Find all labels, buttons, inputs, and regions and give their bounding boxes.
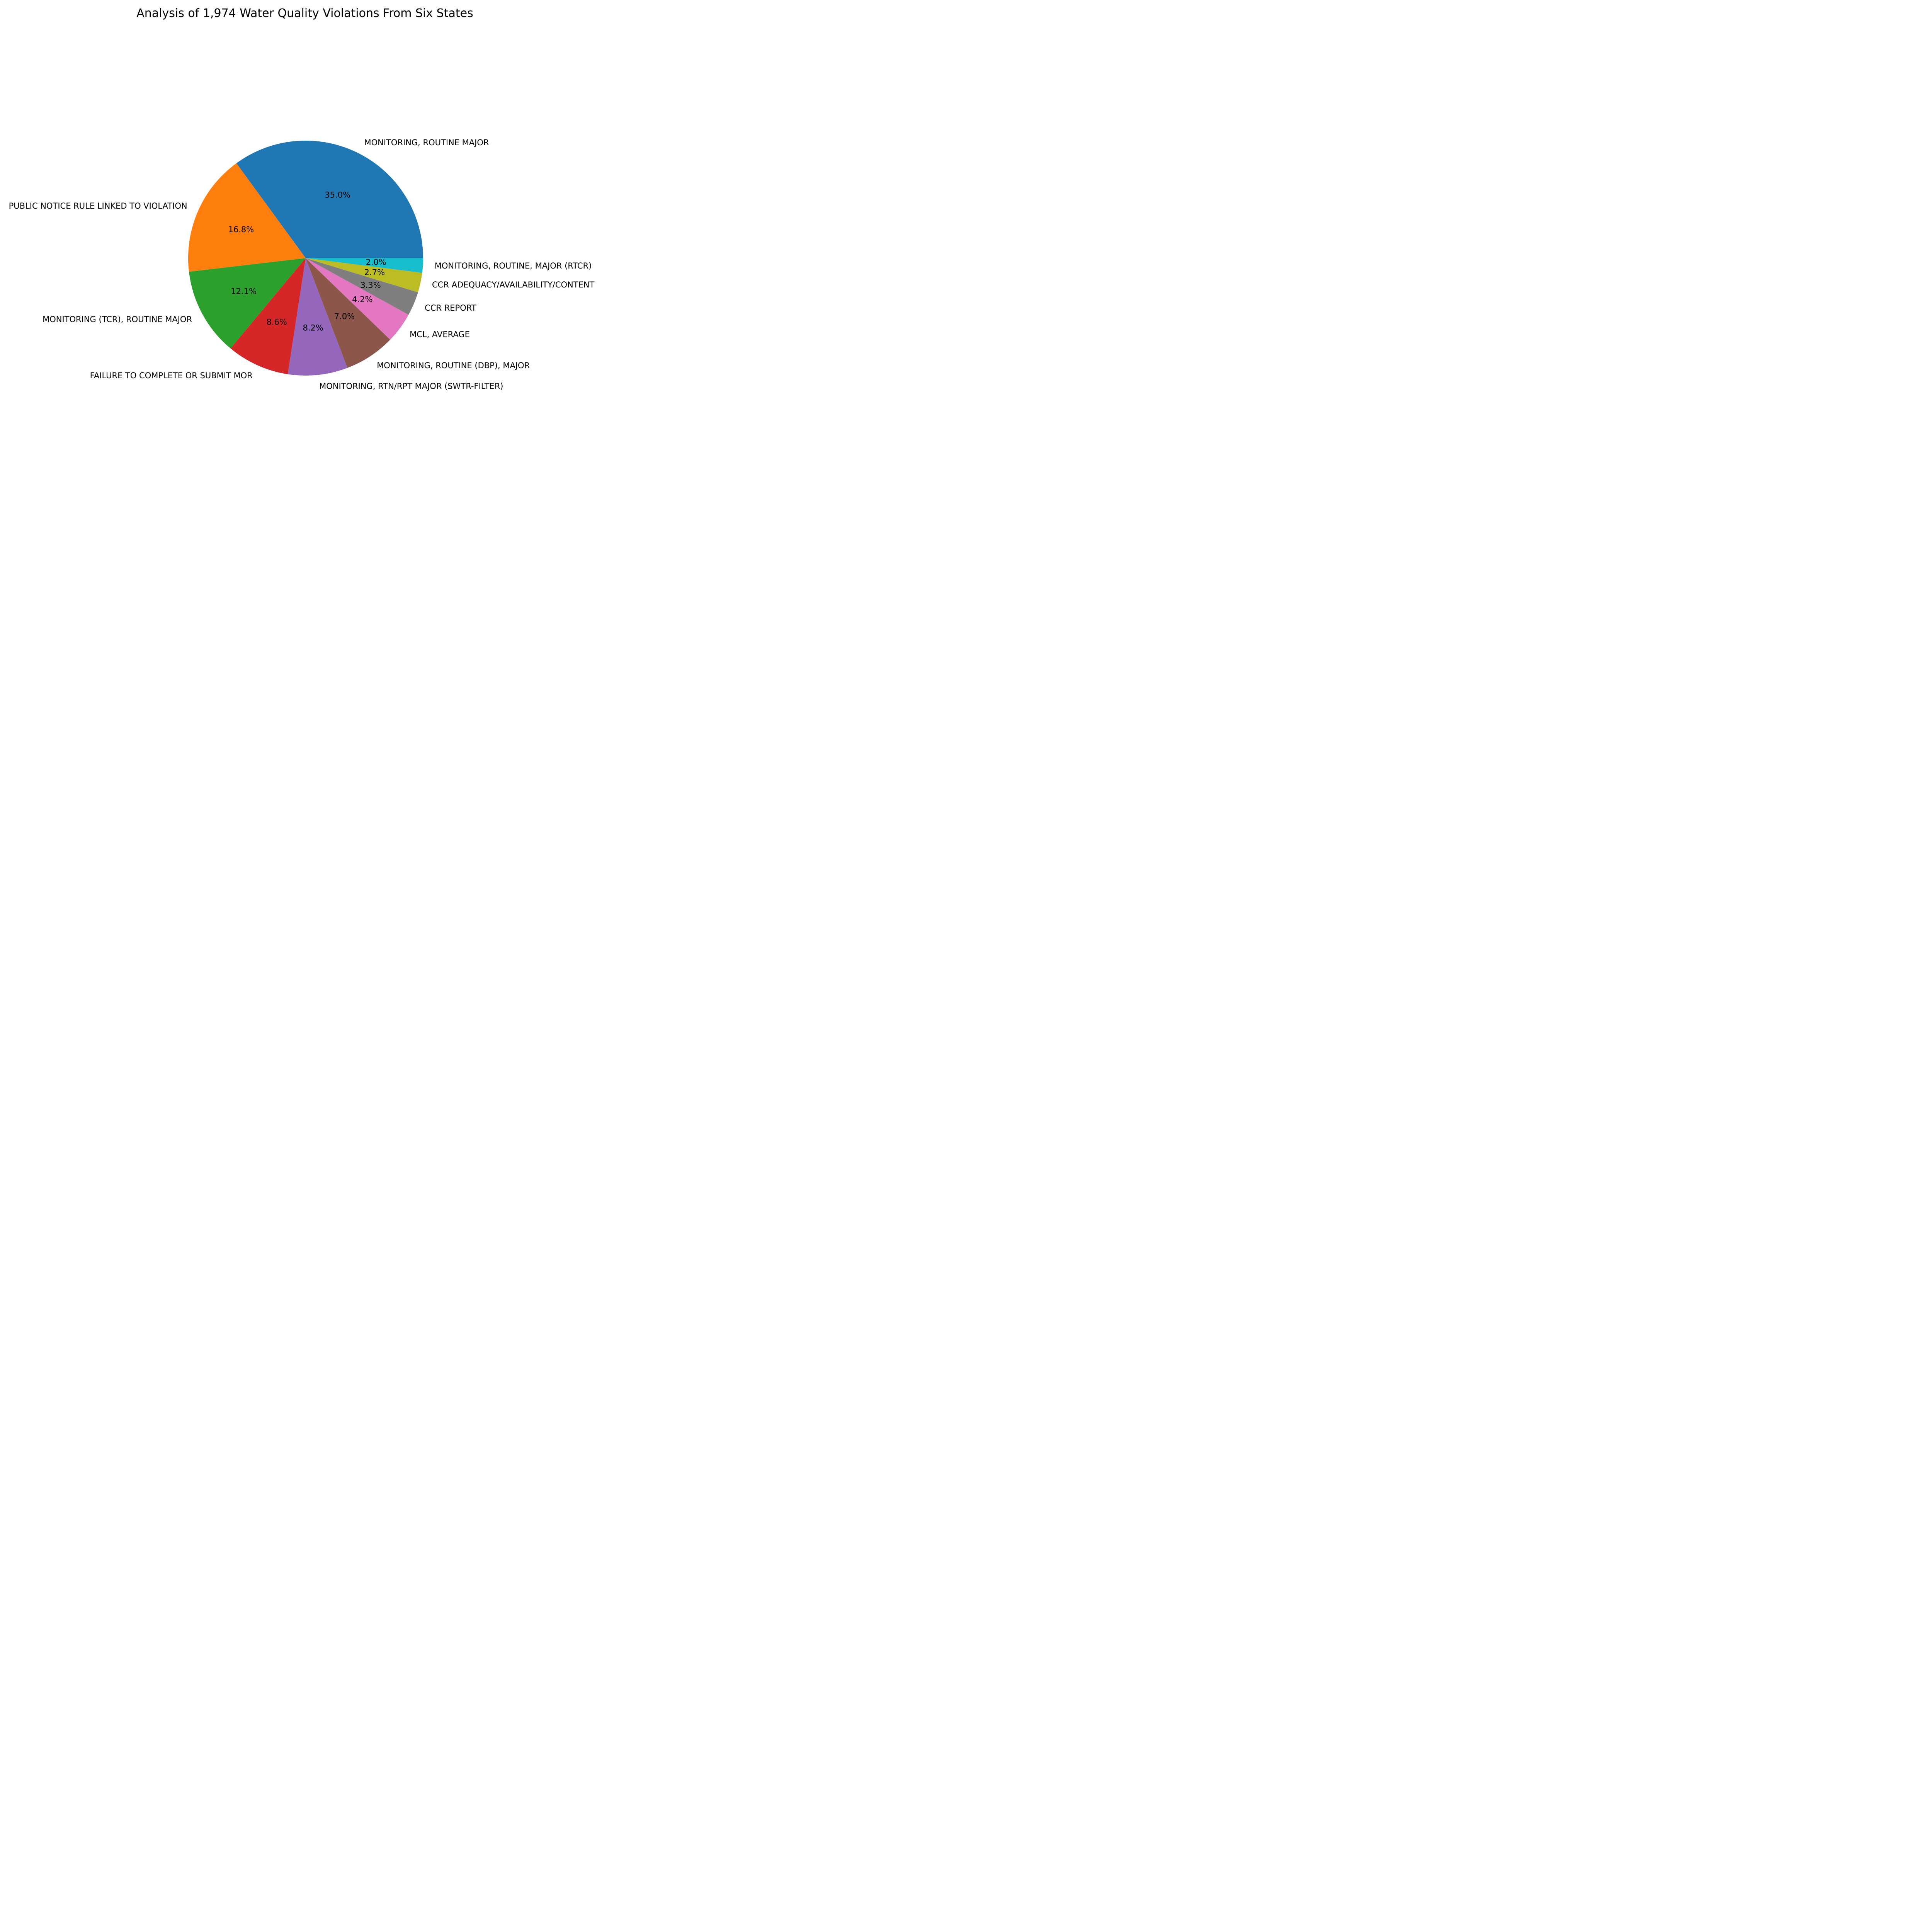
percent-label-monitoring-routine-dbp-major: 7.0%: [334, 312, 355, 321]
percent-label-monitoring-rtn-rpt-major-swtr-filter: 8.2%: [303, 323, 323, 332]
pie-slice-ccr-adequacy-availability-content: [306, 258, 422, 293]
percent-label-failure-to-complete-or-submit-mor: 8.6%: [266, 317, 287, 327]
percent-label-ccr-adequacy-availability-content: 2.7%: [364, 268, 385, 277]
category-label-monitoring-tcr-routine-major: MONITORING (TCR), ROUTINE MAJOR: [43, 315, 192, 324]
percent-label-monitoring-routine-major-rtcr: 2.0%: [366, 257, 386, 267]
pie-chart: Analysis of 1,974 Water Quality Violatio…: [0, 0, 606, 505]
percent-label-public-notice-rule-linked-to-violation: 16.8%: [228, 225, 254, 234]
pie-slice-monitoring-routine-major: [236, 140, 423, 258]
pie-slice-monitoring-routine-major-rtcr: [306, 258, 423, 273]
category-label-monitoring-rtn-rpt-major-swtr-filter: MONITORING, RTN/RPT MAJOR (SWTR-FILTER): [319, 382, 503, 391]
category-labels: MONITORING, ROUTINE MAJOR PUBLIC NOTICE R…: [9, 138, 595, 391]
chart-title: Analysis of 1,974 Water Quality Violatio…: [136, 7, 473, 20]
category-label-mcl-average: MCL, AVERAGE: [410, 330, 470, 339]
percent-labels: 35.0% 16.8% 12.1% 8.6% 8.2% 7.0% 4.2% 3.3% 2.7%2…: [228, 190, 386, 332]
category-label-ccr-report: CCR REPORT: [425, 303, 476, 313]
category-label-monitoring-routine-major: MONITORING, ROUTINE MAJOR: [364, 138, 489, 147]
percent-label-monitoring-tcr-routine-major: 12.1%: [231, 287, 257, 296]
pie-slice-mcl-average: [306, 258, 409, 340]
pie-slice-failure-to-complete-or-submit-mor: [230, 258, 306, 374]
pie-slices: [188, 140, 423, 376]
category-label-failure-to-complete-or-submit-mor: FAILURE TO COMPLETE OR SUBMIT MOR: [90, 371, 253, 380]
pie-slice-public-notice-rule-linked-to-violation: [188, 163, 306, 272]
percent-label-mcl-average: 4.2%: [352, 295, 372, 304]
pie-slice-monitoring-rtn-rpt-major-swtr-filter: [287, 258, 348, 376]
pie-slice-monitoring-tcr-routine-major: [189, 258, 306, 349]
pie-slice-ccr-report: [306, 258, 418, 315]
percent-label-ccr-report: 3.3%: [360, 281, 381, 290]
category-label-ccr-adequacy-availability-content: CCR ADEQUACY/AVAILABILITY/CONTENT: [432, 280, 595, 289]
category-label-monitoring-routine-dbp-major: MONITORING, ROUTINE (DBP), MAJOR: [377, 361, 530, 370]
category-label-public-notice-rule-linked-to-violation: PUBLIC NOTICE RULE LINKED TO VIOLATION: [9, 201, 187, 211]
pie-chart-canvas: Analysis of 1,974 Water Quality Violatio…: [9, 7, 595, 391]
percent-label-monitoring-routine-major: 35.0%: [325, 190, 350, 199]
category-label-monitoring-routine-major-rtcr: MONITORING, ROUTINE, MAJOR (RTCR): [435, 261, 592, 270]
pie-slice-monitoring-routine-dbp-major: [306, 258, 390, 368]
